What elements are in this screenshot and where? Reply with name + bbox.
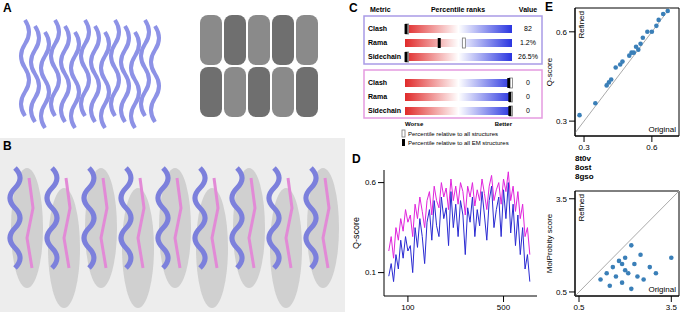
svg-text:Sidechain: Sidechain (368, 107, 401, 114)
svg-text:26.5%: 26.5% (518, 53, 538, 60)
svg-text:E: E (545, 0, 553, 14)
svg-text:Percentile relative to all str: Percentile relative to all structures (408, 131, 498, 137)
svg-text:A: A (3, 1, 12, 15)
svg-text:MolProbity score: MolProbity score (545, 213, 554, 273)
svg-text:8t0v: 8t0v (575, 154, 592, 163)
svg-text:Sidechain: Sidechain (368, 53, 401, 60)
svg-text:0: 0 (526, 107, 530, 114)
svg-text:3.5: 3.5 (556, 195, 568, 204)
svg-text:0.6: 0.6 (365, 178, 377, 187)
svg-text:1.2%: 1.2% (520, 39, 536, 46)
svg-text:0.3: 0.3 (578, 143, 590, 152)
svg-text:C: C (349, 1, 358, 15)
svg-text:D: D (352, 152, 361, 166)
svg-text:Q-score: Q-score (545, 57, 554, 86)
svg-text:B: B (3, 139, 12, 153)
svg-text:Percentile ranks: Percentile ranks (431, 6, 485, 13)
svg-text:0.5: 0.5 (573, 303, 585, 312)
svg-text:Q-score: Q-score (351, 217, 361, 249)
svg-text:0.6: 0.6 (556, 28, 568, 37)
svg-text:82: 82 (524, 25, 532, 32)
svg-text:Value: Value (519, 6, 537, 13)
svg-text:Rama: Rama (368, 39, 387, 46)
svg-text:0: 0 (526, 93, 530, 100)
svg-text:500: 500 (497, 303, 511, 312)
svg-text:0.3: 0.3 (556, 117, 568, 126)
svg-text:100: 100 (401, 303, 415, 312)
svg-text:Original: Original (648, 125, 676, 134)
svg-text:Worse: Worse (405, 121, 424, 127)
svg-text:Clash: Clash (368, 79, 387, 86)
svg-text:Original: Original (648, 285, 676, 294)
svg-text:Percentile relative to all EM: Percentile relative to all EM structures (408, 140, 509, 146)
svg-text:8gso: 8gso (575, 172, 594, 181)
svg-text:8ost: 8ost (575, 163, 592, 172)
svg-text:Rama: Rama (368, 93, 387, 100)
svg-text:0.6: 0.6 (646, 143, 658, 152)
svg-text:Refined: Refined (577, 11, 586, 39)
svg-text:0: 0 (526, 79, 530, 86)
svg-text:0.1: 0.1 (365, 268, 377, 277)
svg-text:Clash: Clash (368, 25, 387, 32)
svg-text:3.5: 3.5 (666, 303, 678, 312)
svg-text:0.5: 0.5 (556, 288, 568, 297)
svg-text:Refined: Refined (577, 194, 586, 222)
svg-text:Metric: Metric (370, 6, 391, 13)
svg-text:Better: Better (495, 121, 513, 127)
